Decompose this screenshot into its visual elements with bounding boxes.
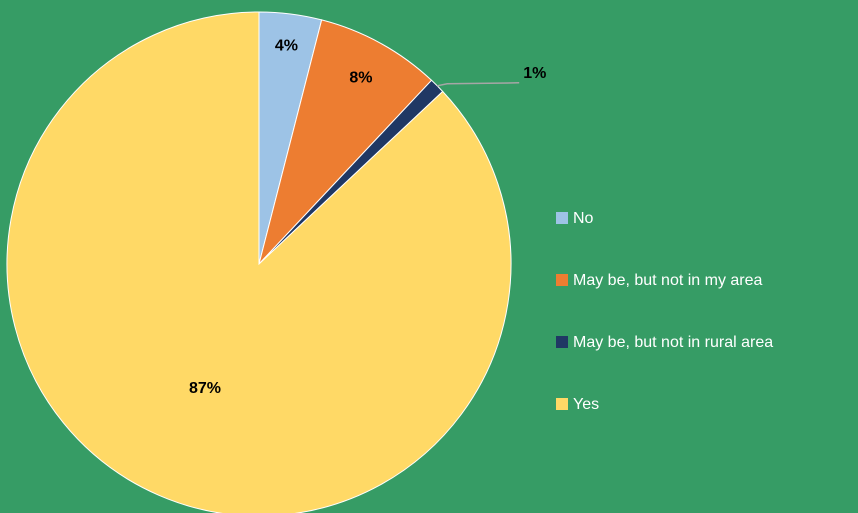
legend-label: May be, but not in rural area — [573, 334, 773, 351]
legend-swatch — [556, 398, 568, 410]
legend-label: No — [573, 210, 594, 227]
pie-slice — [258, 19, 433, 265]
legend-label: May be, but not in my area — [573, 272, 763, 289]
legend-swatch — [556, 212, 568, 224]
data-label: 87% — [189, 380, 221, 397]
data-label: 4% — [275, 38, 298, 55]
data-label: 1% — [523, 65, 546, 82]
leader-line — [437, 82, 520, 87]
legend-label: Yes — [573, 396, 599, 413]
data-label: 8% — [349, 70, 372, 87]
legend-swatch — [556, 274, 568, 286]
pie-slice — [6, 11, 512, 513]
legend-swatch — [556, 336, 568, 348]
